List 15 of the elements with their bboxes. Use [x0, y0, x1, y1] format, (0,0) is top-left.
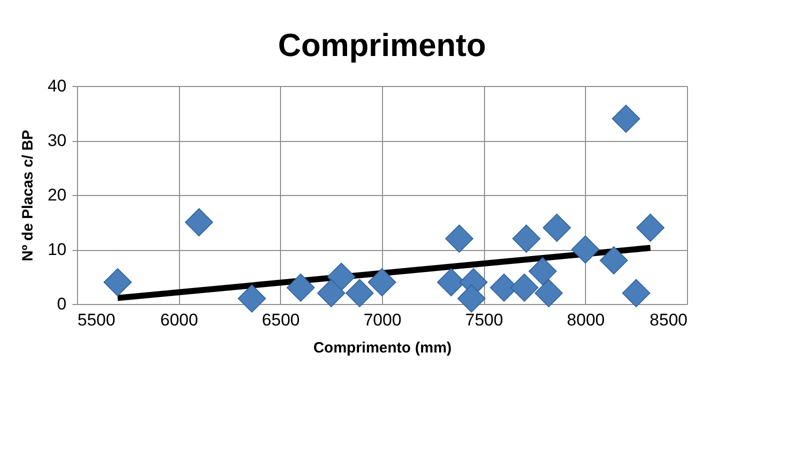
x-tick-label: 6500: [262, 310, 300, 330]
y-tick-label: 10: [48, 240, 66, 259]
y-tick-label: 0: [57, 294, 66, 314]
x-tick-label: 7000: [364, 310, 402, 330]
y-tick-label: 30: [48, 131, 66, 150]
chart-title: Comprimento: [278, 27, 486, 63]
x-axis-title: Comprimento (mm): [313, 340, 452, 356]
x-tick-label: 7500: [465, 310, 504, 330]
x-tick-label: 6000: [160, 310, 198, 330]
y-tick-label: 40: [48, 76, 66, 96]
x-tick-label: 5500: [78, 310, 116, 330]
x-tick-label: 8000: [566, 310, 605, 330]
x-tick-label: 8500: [650, 310, 688, 330]
y-tick-label: 20: [48, 186, 66, 204]
y-axis-title: Nº de Placas c/ BP: [20, 130, 37, 262]
